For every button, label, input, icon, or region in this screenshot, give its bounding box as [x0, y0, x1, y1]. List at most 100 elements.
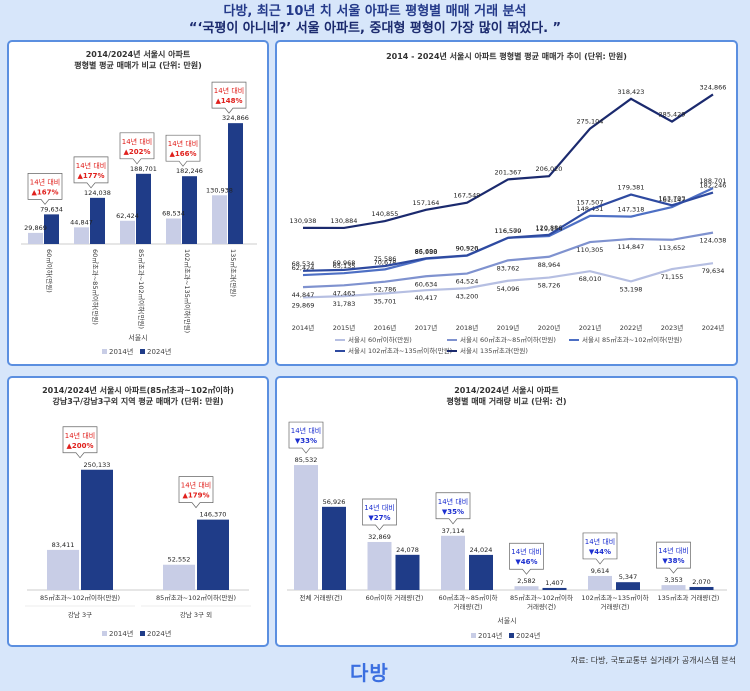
- panel-volume: 2014/2024년 서울시 아파트 평형별 매매 거래량 비교 (단위: 건)…: [275, 376, 738, 647]
- chart-title-line2: 평형별 평균 매매가 비교 (단위: 만원): [74, 61, 202, 70]
- data-label-2014: 9,614: [591, 567, 610, 575]
- callout-box: [211, 81, 247, 114]
- callout-head: 14년 대비: [214, 86, 244, 95]
- data-label-2024: 24,024: [470, 546, 493, 554]
- callout-change: ▼46%: [515, 558, 537, 566]
- bar-2014: [28, 232, 43, 244]
- page-header: 다방, 최근 10년 치 서울 아파트 평형별 매매 거래 분석 “‘국평이 아…: [0, 3, 750, 37]
- point-label: 65,135: [333, 262, 356, 270]
- point-label: 157,507: [577, 199, 604, 207]
- group-label: 강남 3구 외: [180, 610, 212, 619]
- data-label-2014: 85,532: [295, 456, 318, 464]
- data-label-2024: 79,634: [40, 205, 63, 213]
- x-tick-label: 2018년: [456, 323, 479, 332]
- callout-box: [27, 173, 63, 205]
- point-label: 120,886: [536, 224, 563, 232]
- legend-swatch: [140, 631, 145, 636]
- callout-head: 14년 대비: [585, 537, 615, 546]
- data-label-2024: 324,866: [222, 114, 249, 122]
- data-label-2014: 29,869: [24, 224, 47, 232]
- callout-head: 14년 대비: [291, 426, 321, 435]
- point-label: 324,866: [700, 83, 727, 91]
- callout-box: [362, 498, 397, 531]
- category-label: 102㎡초과~135㎡이하: [581, 593, 648, 602]
- point-label: 90,920: [456, 244, 479, 252]
- chart-price-trend: 29,869 31,783 35,701 40,417 43,200 54,096 58,7…: [290, 83, 727, 355]
- bar-2014: [212, 195, 227, 244]
- series-line: [302, 231, 714, 289]
- point-label: 318,423: [618, 88, 645, 96]
- chart-price-by-size: 29,869 79,634 14년 대비 ▲167% 60㎡이하(만원) 44,847 12…: [21, 81, 257, 356]
- x-axis-label: 서울시: [497, 616, 516, 625]
- panel-gangnam: 2014/2024년 서울시 아파트(85㎡초과~102㎡이하) 강남3구/강남…: [7, 376, 269, 647]
- chart-gangnam: 83,411 250,133 14년 대비 ▲200% 85㎡초과~102㎡이하(만원)…: [25, 426, 251, 638]
- chart-volume: 85,532 56,926 14년 대비 ▼33% 전체 거래량(건) 32,869 24,…: [287, 421, 727, 640]
- callout-head: 14년 대비: [65, 431, 95, 440]
- x-tick-label: 2022년: [620, 323, 643, 332]
- legend-swatch: [102, 631, 107, 636]
- callout-box: [119, 132, 155, 165]
- point-label: 140,855: [372, 210, 399, 218]
- bar-2014: [661, 585, 686, 590]
- x-tick-label: 2024년: [702, 323, 725, 332]
- legend-swatch: [471, 633, 476, 638]
- legend-label: 서울시 102㎡초과~135㎡이하(만원): [348, 346, 452, 355]
- bar-2024: [228, 123, 243, 244]
- legend-swatch: [102, 349, 107, 354]
- point-label: 40,417: [415, 294, 438, 302]
- bar-2014: [588, 575, 612, 590]
- x-tick-label: 2016년: [374, 323, 397, 332]
- callout-box: [656, 541, 691, 574]
- point-label: 70,678: [374, 258, 397, 266]
- data-label-2024: 1,407: [545, 579, 564, 587]
- category-label: 거래량(건): [527, 602, 556, 611]
- point-label: 52,786: [374, 286, 397, 294]
- callout-head: 14년 대비: [30, 177, 60, 186]
- data-label-2024: 56,926: [323, 498, 346, 506]
- legend-label: 서울시 135㎡초과(만원): [460, 346, 528, 355]
- data-label-2024: 250,133: [84, 461, 111, 469]
- point-label: 275,104: [577, 118, 604, 126]
- bar-2024: [689, 586, 714, 590]
- bar-2024: [44, 214, 59, 244]
- callout-head: 14년 대비: [364, 503, 394, 512]
- bar-2024: [469, 554, 493, 590]
- legend-label: 2014년: [109, 347, 133, 356]
- callout-change: ▲166%: [169, 150, 196, 158]
- bar-2014: [74, 227, 89, 244]
- chart-title: 2014 - 2024년 서울시 아파트 평형별 평균 매매가 추이 (단위: …: [386, 52, 627, 61]
- x-tick-label: 2019년: [497, 323, 520, 332]
- category-label: 60㎡이하 거래량(건): [366, 593, 424, 602]
- point-label: 75,586: [374, 255, 397, 263]
- page-subtitle: “‘국평이 아니네?’ 서울 아파트, 중대형 평형이 가장 많이 뛰었다. ”: [188, 21, 562, 36]
- category-label: 85㎡초과~102㎡이하(만원): [156, 593, 236, 602]
- point-label: 60,634: [415, 280, 438, 288]
- x-axis-label: 서울시: [128, 333, 147, 342]
- category-label: 60㎡이하(만원): [45, 249, 54, 293]
- callout-head: 14년 대비: [438, 497, 468, 506]
- data-label-2024: 2,070: [692, 578, 711, 586]
- callout-head: 14년 대비: [181, 481, 211, 490]
- point-label: 163,703: [659, 194, 686, 202]
- point-label: 130,938: [290, 217, 317, 225]
- bar-2024: [542, 587, 567, 590]
- bar-2014: [166, 218, 181, 244]
- point-label: 157,164: [413, 199, 440, 207]
- callout-head: 14년 대비: [122, 137, 152, 146]
- legend-label: 서울시 85㎡초과~102㎡이하(만원): [582, 335, 682, 344]
- point-label: 31,783: [333, 300, 356, 308]
- callout-change: ▼44%: [589, 548, 611, 556]
- data-label-2014: 62,424: [116, 212, 139, 220]
- point-label: 43,200: [456, 292, 479, 300]
- category-label: 85㎡초과~102㎡이하(만원): [137, 249, 146, 329]
- point-label: 116,570: [495, 227, 522, 235]
- point-label: 110,305: [577, 246, 604, 254]
- bar-2024: [616, 582, 640, 590]
- data-label-2014: 2,582: [517, 577, 536, 585]
- point-label: 124,038: [700, 237, 727, 245]
- point-label: 147,318: [618, 206, 645, 214]
- callout-box: [165, 134, 201, 167]
- point-label: 62,424: [292, 264, 315, 272]
- legend-label: 2024년: [516, 631, 540, 640]
- point-label: 47,463: [333, 289, 356, 297]
